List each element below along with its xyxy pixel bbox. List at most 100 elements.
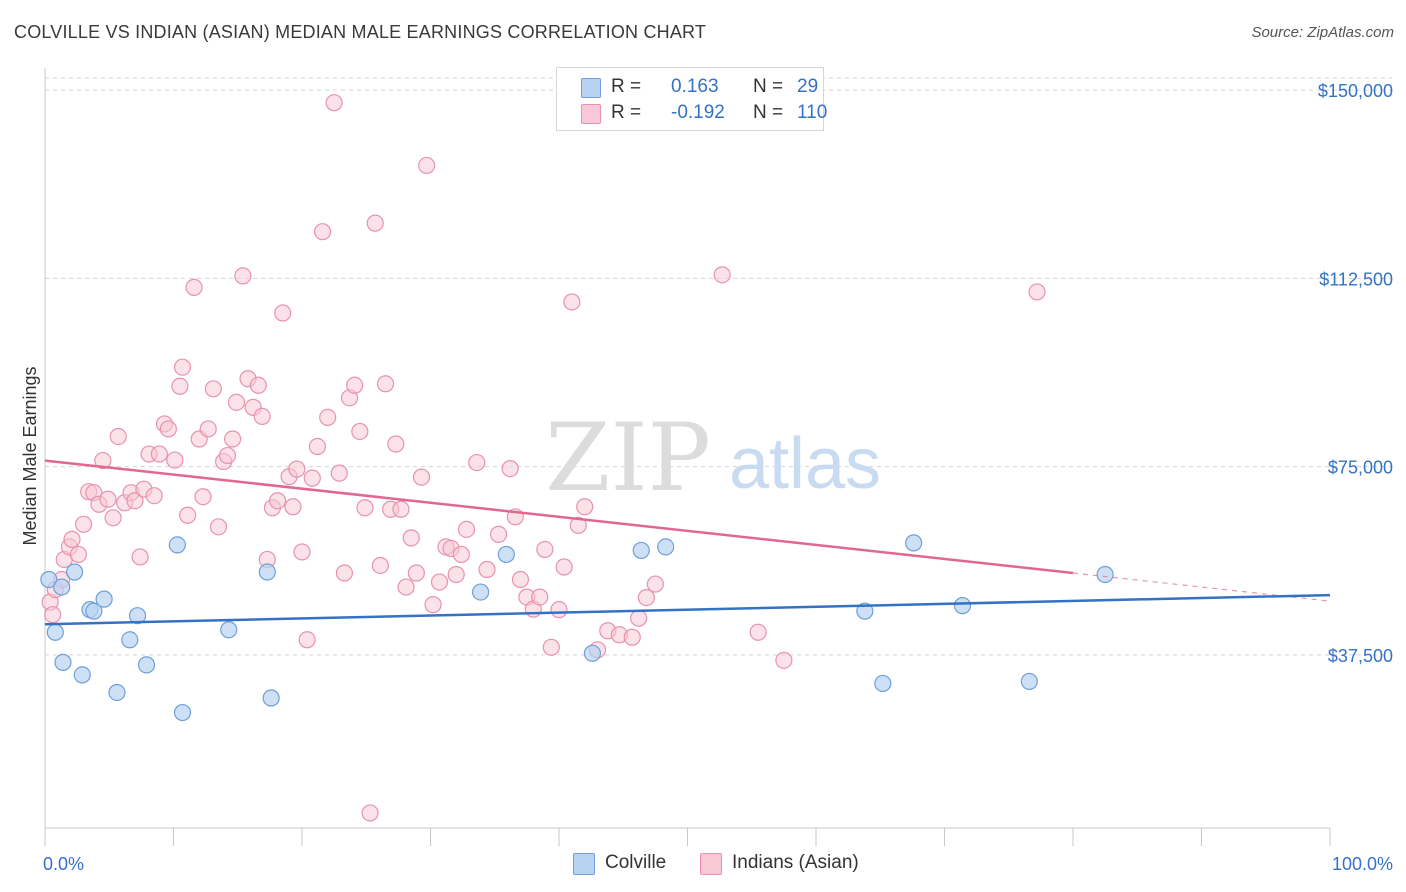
y-tick-label: $75,000 xyxy=(1328,458,1393,478)
data-point-colville xyxy=(874,674,892,693)
data-point-indians-asian xyxy=(452,545,470,564)
data-point-indians-asian xyxy=(407,564,425,582)
n-label: N = xyxy=(753,76,784,97)
data-point-colville xyxy=(54,653,72,671)
y-tick-label: $112,500 xyxy=(1319,269,1393,289)
watermark-atlas: atlas xyxy=(729,424,881,504)
data-point-indians-asian xyxy=(569,516,587,534)
r-value: -0.192 xyxy=(671,102,725,123)
data-point-colville xyxy=(472,583,490,601)
watermark: ZIP atlas xyxy=(545,404,881,513)
colville-swatch xyxy=(581,78,601,98)
data-point-colville xyxy=(128,607,147,625)
data-point-colville xyxy=(258,563,276,581)
data-point-indians-asian xyxy=(637,589,655,607)
data-point-indians-asian xyxy=(166,451,184,469)
data-point-indians-asian xyxy=(511,570,530,589)
data-point-indians-asian xyxy=(234,267,252,285)
data-point-colville xyxy=(137,656,156,674)
trend-line-indians-asian xyxy=(44,459,1074,575)
correlation-legend: R = 0.163 N = 29 R = -0.192 N = 110 xyxy=(556,67,828,131)
x-tick-label: 0.0% xyxy=(43,854,84,874)
y-axis-label: Median Male Earnings xyxy=(20,366,40,545)
data-point-indians-asian xyxy=(536,540,554,559)
data-point-colville xyxy=(905,534,923,552)
data-point-indians-asian xyxy=(274,304,292,322)
trend-lines xyxy=(44,459,1331,626)
n-value: 29 xyxy=(797,76,819,97)
y-tick-label: $37,500 xyxy=(1328,646,1393,666)
y-tick-labels: $37,500 $75,000 $112,500 $150,000 xyxy=(1318,81,1393,666)
series-indians-asian-points xyxy=(41,94,1046,822)
series-colville-points xyxy=(40,534,1114,722)
gridlines xyxy=(45,77,1392,656)
data-point-colville xyxy=(85,602,103,620)
data-point-indians-asian xyxy=(253,407,271,426)
data-point-indians-asian xyxy=(150,445,168,463)
data-point-indians-asian xyxy=(1028,283,1046,301)
trend-line-colville xyxy=(44,593,1331,626)
data-point-colville xyxy=(40,570,58,589)
data-point-colville xyxy=(121,631,139,649)
data-point-colville xyxy=(65,563,84,581)
chart-title: COLVILLE VS INDIAN (ASIAN) MEDIAN MALE E… xyxy=(14,22,707,42)
data-point-colville xyxy=(953,597,972,615)
data-point-indians-asian xyxy=(218,446,237,465)
data-point-indians-asian xyxy=(392,500,410,518)
data-point-indians-asian xyxy=(104,509,122,527)
data-point-indians-asian xyxy=(179,506,197,524)
data-point-indians-asian xyxy=(402,529,420,547)
data-point-indians-asian xyxy=(145,487,163,505)
data-point-colville xyxy=(173,703,192,722)
data-point-indians-asian xyxy=(501,460,519,478)
data-point-colville xyxy=(46,623,64,641)
data-point-indians-asian xyxy=(63,530,81,548)
data-point-indians-asian xyxy=(131,548,149,566)
data-point-indians-asian xyxy=(376,375,395,393)
data-point-indians-asian xyxy=(351,422,369,441)
data-point-indians-asian xyxy=(288,460,306,478)
source-label: Source: ZipAtlas.com xyxy=(1251,24,1394,41)
legend-label: Indians (Asian) xyxy=(732,852,859,873)
n-value: 110 xyxy=(797,102,828,123)
data-point-indians-asian xyxy=(313,223,332,241)
data-point-indians-asian xyxy=(224,430,242,448)
n-label: N = xyxy=(753,102,784,123)
data-point-indians-asian xyxy=(159,420,177,438)
data-point-indians-asian xyxy=(478,560,496,579)
axes xyxy=(44,68,1331,846)
data-point-indians-asian xyxy=(171,377,189,395)
data-point-indians-asian xyxy=(356,499,374,517)
data-point-colville xyxy=(108,683,126,702)
y-tick-label: $150,000 xyxy=(1318,81,1393,101)
data-point-indians-asian xyxy=(749,623,767,641)
data-point-indians-asian xyxy=(387,435,405,453)
data-point-indians-asian xyxy=(308,437,327,456)
data-point-indians-asian xyxy=(550,601,568,619)
data-point-indians-asian xyxy=(424,596,442,614)
data-point-indians-asian xyxy=(447,565,465,584)
data-point-indians-asian xyxy=(284,498,302,516)
data-point-indians-asian xyxy=(325,94,343,112)
data-point-indians-asian xyxy=(646,575,664,593)
data-point-indians-asian xyxy=(126,492,144,510)
data-point-indians-asian xyxy=(74,515,93,533)
data-point-indians-asian xyxy=(430,573,449,591)
data-point-colville xyxy=(1020,672,1038,691)
r-value: 0.163 xyxy=(671,76,719,97)
data-point-indians-asian xyxy=(346,376,364,394)
data-point-indians-asian xyxy=(330,464,348,482)
data-point-indians-asian xyxy=(713,266,731,284)
data-point-indians-asian xyxy=(531,588,549,606)
data-point-colville xyxy=(73,666,91,684)
data-point-colville xyxy=(856,602,874,620)
watermark-zip: ZIP xyxy=(545,404,711,513)
data-point-colville xyxy=(632,541,650,560)
data-point-indians-asian xyxy=(94,451,112,470)
trend-line-indians-asian-extension xyxy=(1072,572,1331,602)
data-point-indians-asian xyxy=(293,543,311,561)
data-point-colville xyxy=(497,545,515,564)
data-point-indians-asian xyxy=(69,545,88,564)
data-point-indians-asian xyxy=(227,393,246,411)
